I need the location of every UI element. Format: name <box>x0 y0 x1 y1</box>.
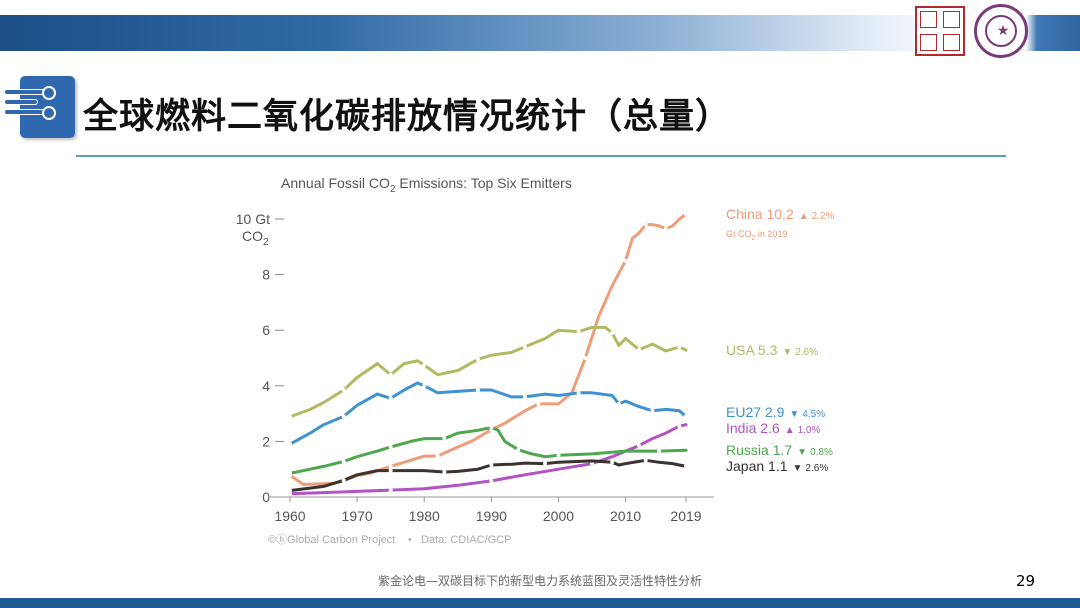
series-point-japan <box>610 460 615 465</box>
x-tick-label: 2010 <box>610 508 641 524</box>
series-label-russia: Russia 1.7 ▼ 0.8% <box>726 442 833 458</box>
series-point-eu27 <box>475 387 480 392</box>
source-separator: • <box>408 534 412 546</box>
series-label-japan: Japan 1.1 ▼ 2.6% <box>726 458 828 474</box>
series-point-india <box>388 488 393 493</box>
slide-caption: 紫金论电—双碳目标下的新型电力系统蓝图及灵活性特性分析 <box>377 574 702 588</box>
y-tick-label: 2 <box>262 433 270 449</box>
x-tick-label: 1960 <box>274 508 305 524</box>
series-point-eu27 <box>288 442 292 447</box>
series-label-china: China 10.2 ▲ 2.2% <box>726 206 835 222</box>
x-tick-label: 1990 <box>476 508 507 524</box>
series-point-usa <box>475 357 480 362</box>
series-point-eu27 <box>388 396 393 401</box>
series-point-china <box>684 212 688 217</box>
series-point-japan <box>388 468 393 473</box>
page-title: 全球燃料二氧化碳排放情况统计（总量） <box>83 97 732 137</box>
series-point-usa <box>677 344 682 349</box>
y-axis-label-top: 10 Gt <box>236 211 270 227</box>
series-point-japan <box>442 469 447 474</box>
university-emblem-icon: ★ <box>974 4 1028 58</box>
y-tick-label: 6 <box>262 322 270 338</box>
series-point-eu27 <box>576 390 581 395</box>
series-point-usa <box>637 347 642 352</box>
series-point-russia <box>288 471 292 476</box>
chart-unit-note: Gt CO2 in 2019 <box>726 229 787 242</box>
series-point-india <box>677 424 682 429</box>
series-point-japan <box>489 463 494 468</box>
series-point-usa <box>422 362 427 367</box>
series-point-usa <box>388 372 393 377</box>
x-axis: 1960 1970 1980 1990 2000 2010 2019 <box>270 496 714 524</box>
page-number: 29 <box>1016 572 1036 590</box>
series-label-india: India 2.6 ▲ 1.0% <box>726 420 821 436</box>
series-point-china <box>583 356 588 360</box>
series-point-russia <box>657 449 662 454</box>
series-point-japan <box>288 488 292 493</box>
y-tick-label: 8 <box>262 267 270 283</box>
series-point-eu27 <box>341 414 346 419</box>
series-point-china <box>643 222 648 227</box>
series-point-india <box>590 461 595 466</box>
y-tick-label: 0 <box>262 489 270 505</box>
series-point-eu27 <box>684 414 688 419</box>
source-data: Data: CDIAC/GCP <box>421 534 511 546</box>
series-line-china <box>288 212 688 486</box>
series-point-japan <box>684 464 688 469</box>
series-point-russia <box>489 425 494 430</box>
x-tick-label: 1970 <box>342 508 373 524</box>
series-point-japan <box>543 461 548 466</box>
title-divider <box>76 155 1006 157</box>
series-point-china <box>623 258 628 263</box>
series-point-usa <box>288 414 292 419</box>
series-point-russia <box>388 444 393 449</box>
series-line-japan <box>288 458 688 493</box>
series-point-india <box>489 478 494 483</box>
x-tick-label: 1980 <box>409 508 440 524</box>
series-label-eu27: EU27 2.9 ▼ 4.5% <box>726 404 825 420</box>
series-point-eu27 <box>422 383 427 388</box>
series-point-india <box>637 443 642 448</box>
x-tick-label: 2000 <box>543 508 574 524</box>
series-point-eu27 <box>522 394 527 399</box>
series-point-india <box>288 491 292 496</box>
series-point-russia <box>516 447 521 452</box>
x-tick-label: 2019 <box>670 508 701 524</box>
series-labels: China 10.2 ▲ 2.2% USA 5.3 ▼ 2.6% EU27 2.9 ▼ 4.5%… <box>726 206 835 474</box>
series-point-china <box>663 226 668 231</box>
series-point-eu27 <box>616 401 621 406</box>
series-point-usa <box>341 387 346 392</box>
footer-bar <box>0 598 1080 608</box>
series-point-russia <box>442 436 447 441</box>
series-point-china <box>435 454 440 459</box>
title-bullet-icon <box>4 76 75 138</box>
series-point-usa <box>522 344 527 349</box>
series-point-russia <box>341 459 346 464</box>
header-banner <box>0 15 1080 51</box>
series-point-usa <box>576 329 581 334</box>
y-tick-label: 4 <box>262 378 270 394</box>
series-point-china <box>388 464 393 469</box>
chart-title: Annual Fossil CO2 Emissions: Top Six Emi… <box>281 175 572 195</box>
series-point-eu27 <box>650 408 655 413</box>
series-line-usa <box>288 325 688 419</box>
series-point-japan <box>643 458 648 463</box>
series-point-russia <box>556 453 561 458</box>
y-axis: 0 2 4 6 8 <box>262 218 284 505</box>
y-axis-label-bottom: CO2 <box>242 228 269 248</box>
seal-logo-icon <box>915 6 965 56</box>
series-layer <box>288 212 688 496</box>
series-line-russia <box>288 426 688 475</box>
series-line-eu27 <box>288 381 688 446</box>
series-label-usa: USA 5.3 ▼ 2.6% <box>726 342 818 358</box>
series-line-india <box>288 423 688 496</box>
source-credit: ©ⓑGlobal Carbon Project <box>268 533 395 546</box>
series-point-usa <box>610 330 615 335</box>
series-point-china <box>536 401 541 406</box>
series-point-japan <box>341 478 346 483</box>
